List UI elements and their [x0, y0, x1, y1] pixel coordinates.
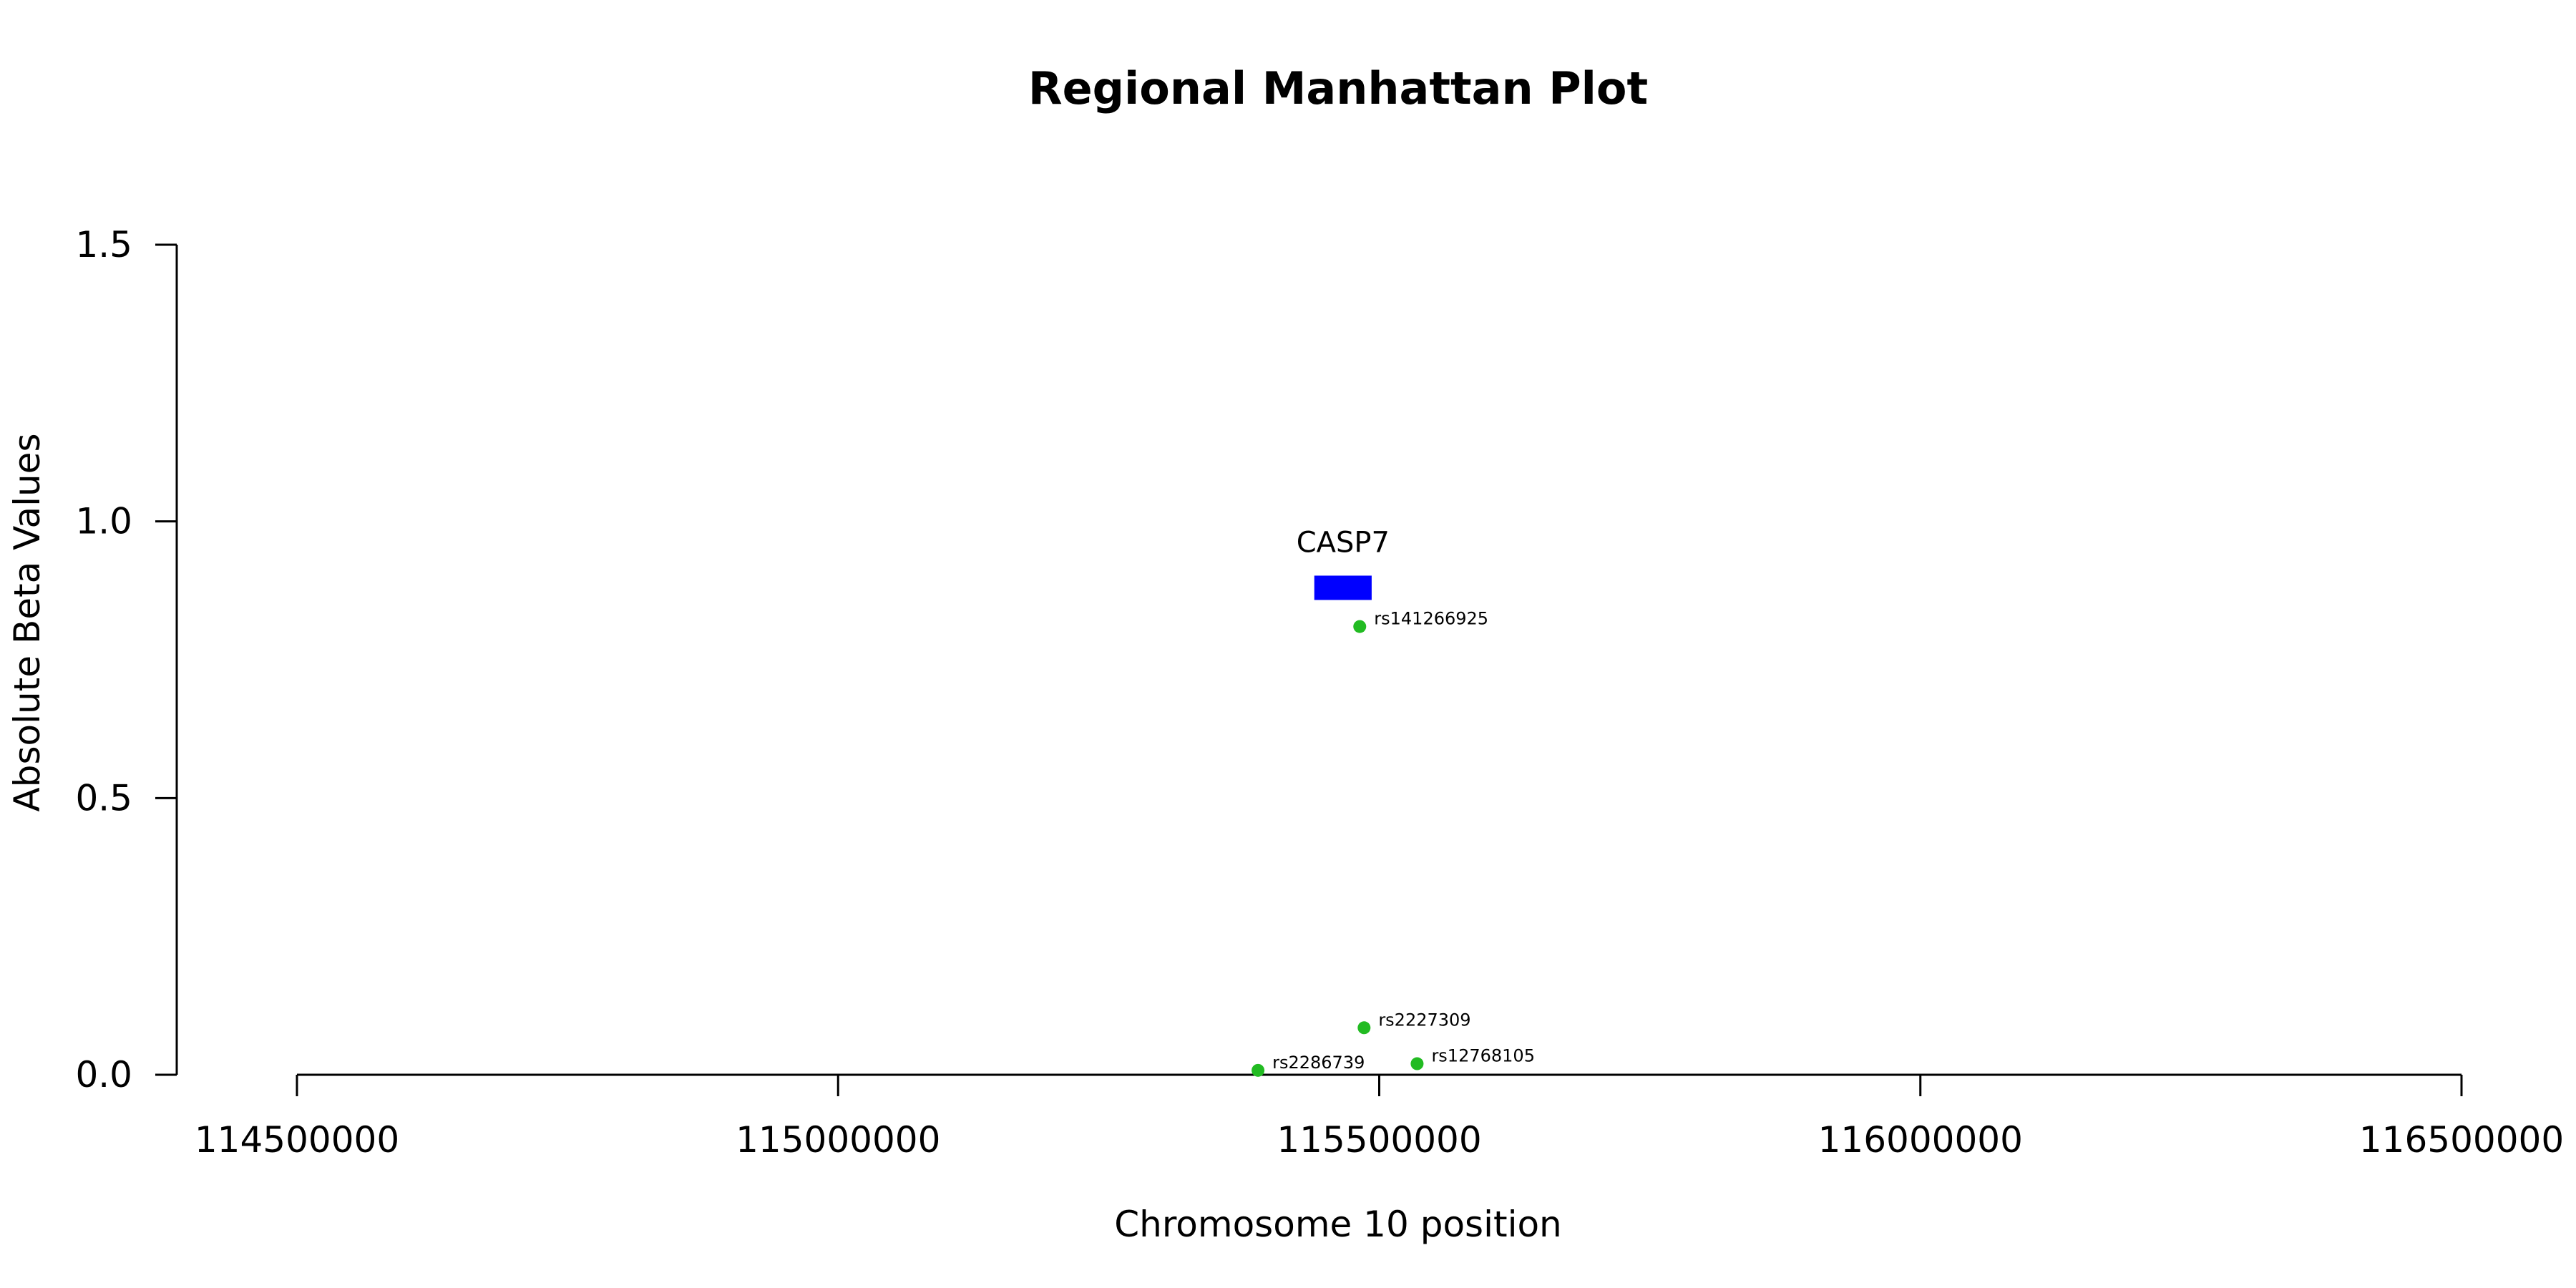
y-tick-label: 0.0: [75, 1054, 132, 1096]
x-tick-label: 114500000: [195, 1119, 399, 1161]
snp-point: [1252, 1063, 1265, 1077]
snp-point: [1357, 1021, 1371, 1035]
snp-label: rs12768105: [1431, 1046, 1535, 1066]
x-tick-label: 116000000: [1818, 1119, 2023, 1161]
y-axis-ticks: 0.0 0.5 1.0 1.5: [75, 224, 177, 1096]
y-tick-label: 1.5: [75, 224, 132, 265]
snp-label: rs2286739: [1272, 1053, 1365, 1073]
gene-block: [1314, 575, 1372, 600]
y-tick-label: 0.5: [75, 777, 132, 819]
snp-point: [1353, 620, 1367, 633]
snp-label: rs141266925: [1374, 609, 1488, 629]
gene-label: CASP7: [1297, 526, 1390, 559]
x-axis-label: Chromosome 10 position: [1114, 1204, 1562, 1245]
snp-label: rs2227309: [1378, 1010, 1470, 1030]
y-tick-label: 1.0: [75, 501, 132, 542]
chart-title: Regional Manhattan Plot: [1028, 62, 1648, 114]
y-axis-label: Absolute Beta Values: [6, 434, 48, 812]
x-tick-label: 116500000: [2359, 1119, 2564, 1161]
x-tick-label: 115500000: [1277, 1119, 1481, 1161]
gene-track: CASP7: [1297, 526, 1390, 600]
snp-points: rs141266925 rs2227309 rs12768105 rs2286739: [1252, 609, 1535, 1077]
snp-point: [1410, 1057, 1424, 1070]
x-axis-ticks: 114500000 115000000 115500000 116000000 1165…: [195, 1075, 2564, 1161]
x-tick-label: 115000000: [736, 1119, 940, 1161]
